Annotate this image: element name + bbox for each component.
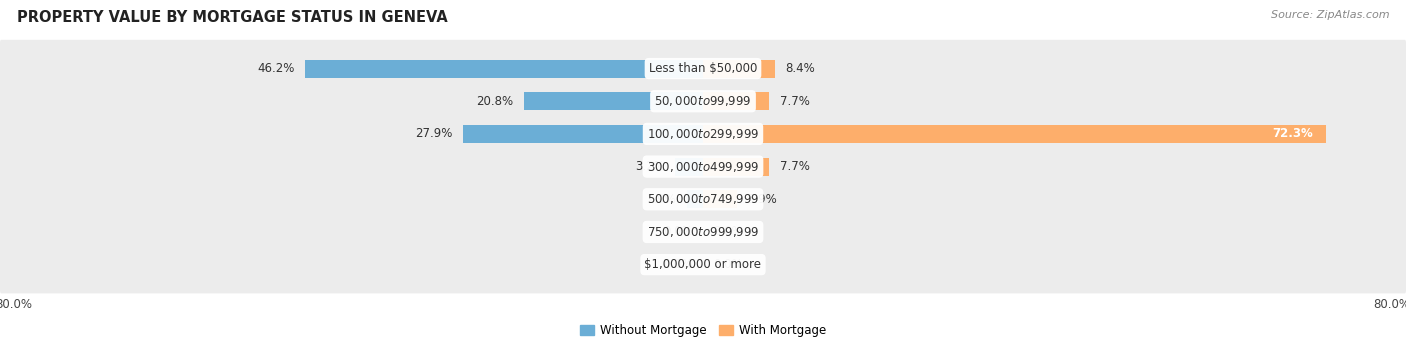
Text: 7.7%: 7.7% bbox=[780, 160, 810, 173]
Text: 8.4%: 8.4% bbox=[786, 62, 815, 75]
Text: PROPERTY VALUE BY MORTGAGE STATUS IN GENEVA: PROPERTY VALUE BY MORTGAGE STATUS IN GEN… bbox=[17, 10, 447, 25]
FancyBboxPatch shape bbox=[0, 171, 1406, 228]
Text: Less than $50,000: Less than $50,000 bbox=[648, 62, 758, 75]
FancyBboxPatch shape bbox=[0, 203, 1406, 261]
Text: $500,000 to $749,999: $500,000 to $749,999 bbox=[647, 192, 759, 206]
Text: $50,000 to $99,999: $50,000 to $99,999 bbox=[654, 94, 752, 108]
Text: 0.0%: 0.0% bbox=[664, 225, 693, 238]
Text: 27.9%: 27.9% bbox=[415, 128, 453, 140]
Text: 0.0%: 0.0% bbox=[664, 258, 693, 271]
Bar bbox=[703, 92, 769, 110]
FancyBboxPatch shape bbox=[0, 105, 1406, 163]
Text: 0.0%: 0.0% bbox=[713, 225, 742, 238]
Text: $100,000 to $299,999: $100,000 to $299,999 bbox=[647, 127, 759, 141]
FancyBboxPatch shape bbox=[0, 72, 1406, 130]
Bar bbox=[703, 158, 769, 175]
Bar bbox=[703, 190, 737, 208]
Bar bbox=[675, 158, 703, 175]
FancyBboxPatch shape bbox=[0, 40, 1406, 97]
Bar bbox=[703, 125, 1326, 143]
Text: 46.2%: 46.2% bbox=[257, 62, 295, 75]
Text: 3.9%: 3.9% bbox=[747, 193, 776, 206]
Text: 20.8%: 20.8% bbox=[477, 95, 513, 108]
Legend: Without Mortgage, With Mortgage: Without Mortgage, With Mortgage bbox=[575, 319, 831, 340]
Text: 3.2%: 3.2% bbox=[636, 160, 665, 173]
Text: $300,000 to $499,999: $300,000 to $499,999 bbox=[647, 159, 759, 174]
Bar bbox=[524, 92, 703, 110]
Text: Source: ZipAtlas.com: Source: ZipAtlas.com bbox=[1271, 10, 1389, 20]
Text: $750,000 to $999,999: $750,000 to $999,999 bbox=[647, 225, 759, 239]
FancyBboxPatch shape bbox=[0, 236, 1406, 293]
Text: 1.9%: 1.9% bbox=[647, 193, 676, 206]
Bar bbox=[305, 59, 703, 78]
FancyBboxPatch shape bbox=[0, 138, 1406, 196]
Text: 7.7%: 7.7% bbox=[780, 95, 810, 108]
Text: 72.3%: 72.3% bbox=[1272, 128, 1313, 140]
Text: 0.0%: 0.0% bbox=[713, 258, 742, 271]
Bar bbox=[703, 59, 775, 78]
Text: $1,000,000 or more: $1,000,000 or more bbox=[644, 258, 762, 271]
Bar bbox=[686, 190, 703, 208]
Bar bbox=[463, 125, 703, 143]
